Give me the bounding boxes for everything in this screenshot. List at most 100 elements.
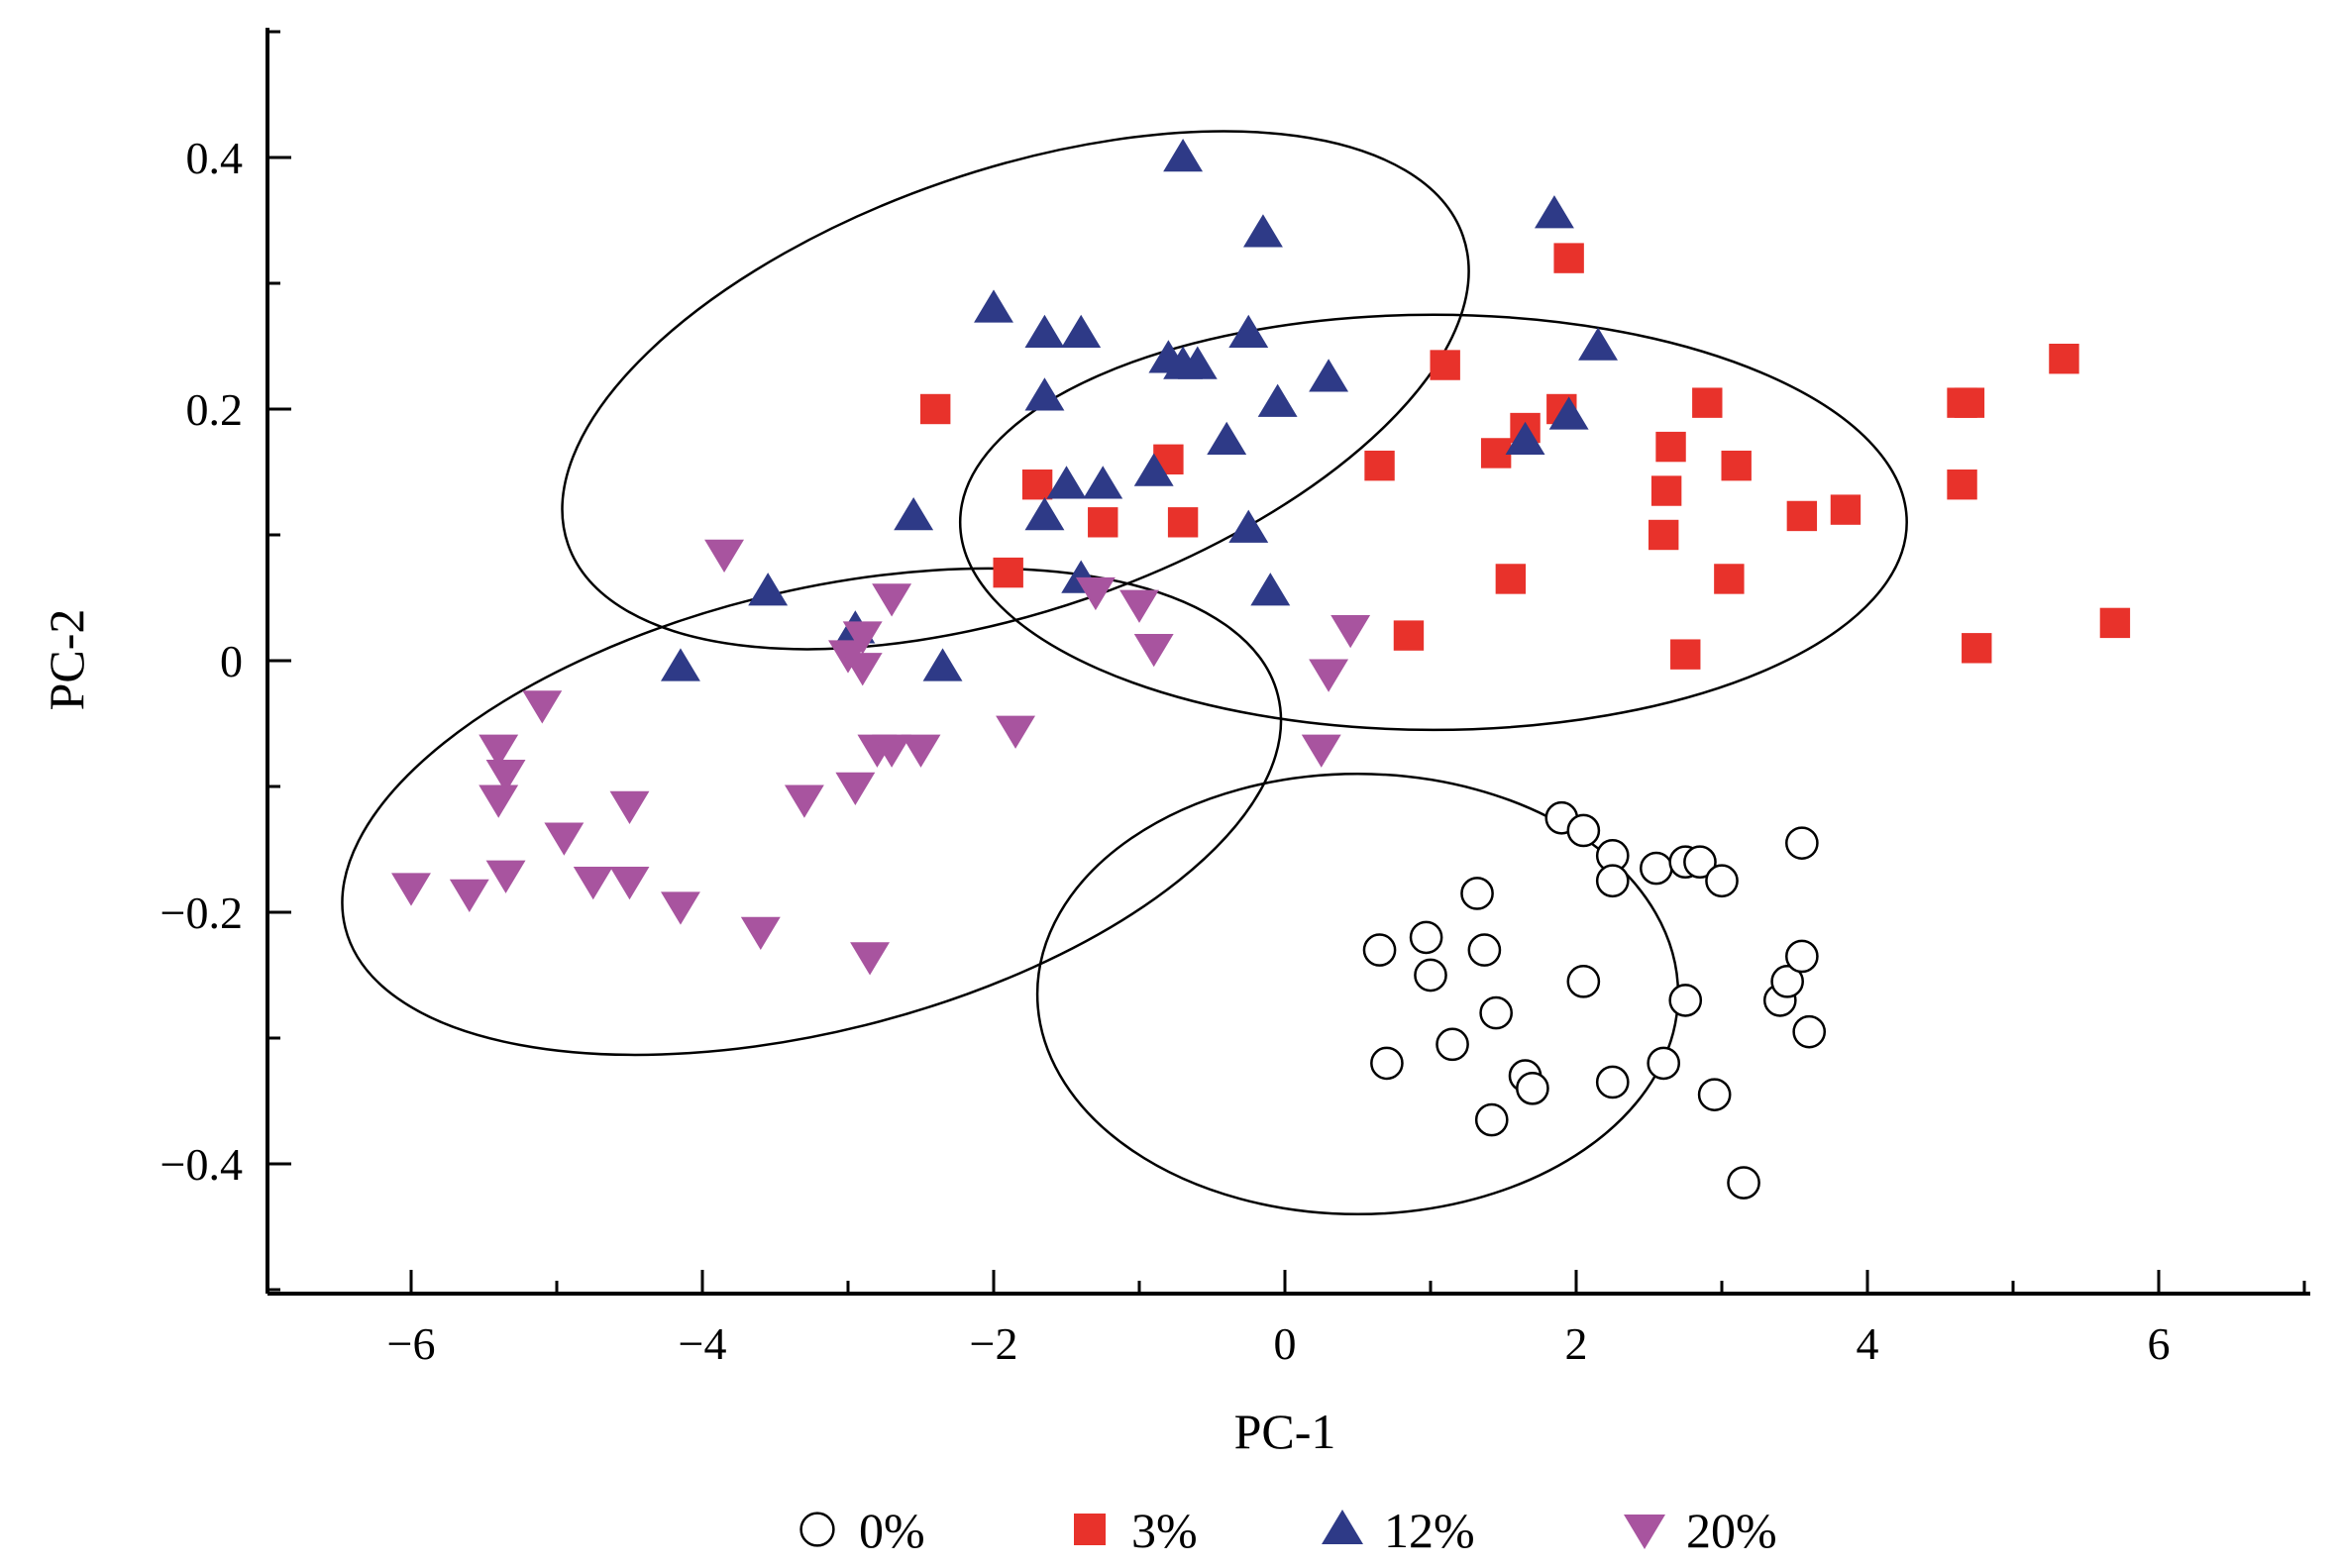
series-1	[920, 243, 2131, 670]
data-point	[872, 734, 912, 768]
legend-entry-0: 0%	[799, 1503, 925, 1558]
data-point	[1364, 450, 1395, 481]
data-point	[894, 496, 934, 531]
data-point	[1954, 387, 1985, 418]
data-point	[1516, 1071, 1549, 1105]
data-point	[1640, 851, 1673, 886]
data-point	[1692, 387, 1723, 418]
data-point	[1177, 346, 1218, 379]
data-point	[993, 557, 1023, 588]
data-point	[842, 653, 883, 686]
legend-entry-1: 3%	[1074, 1503, 1198, 1558]
data-point	[573, 867, 613, 900]
data-point	[1595, 864, 1630, 898]
data-point	[1683, 845, 1717, 880]
data-point	[1024, 496, 1065, 531]
data-point	[2099, 607, 2131, 639]
data-point	[1024, 314, 1065, 349]
legend-marker	[799, 1512, 835, 1547]
data-point	[842, 621, 883, 655]
data-point	[1578, 327, 1618, 361]
x-tick-label: 6	[2148, 1318, 2171, 1369]
data-point	[1409, 920, 1443, 955]
data-point	[1430, 350, 1460, 380]
data-point	[661, 648, 700, 681]
data-point	[1786, 500, 1818, 532]
data-point	[1721, 450, 1752, 481]
data-point	[1714, 564, 1745, 594]
x-axis-title: PC-1	[1234, 1404, 1336, 1459]
data-point	[1414, 958, 1447, 993]
data-point	[1083, 466, 1123, 499]
y-tick-label: 0	[220, 636, 243, 686]
data-point	[1362, 933, 1397, 967]
data-point	[740, 916, 781, 951]
data-point	[901, 734, 941, 768]
data-point	[1088, 507, 1118, 538]
data-point	[1061, 314, 1102, 349]
legend-marker	[1322, 1510, 1363, 1544]
y-tick-label: −0.4	[160, 1139, 243, 1190]
data-point	[485, 760, 526, 793]
data-point	[661, 891, 700, 925]
series-3	[391, 539, 1371, 976]
data-point	[1133, 453, 1174, 486]
data-point	[850, 942, 890, 976]
x-tick-label: −2	[970, 1318, 1018, 1369]
ticks: −6 −4 −2 0 2 4 6 −0.4 −0.2 0 0.2 0.4	[160, 30, 2306, 1369]
data-point	[1649, 519, 1679, 551]
x-tick-label: 0	[1274, 1318, 1297, 1369]
legend-label: 20%	[1686, 1503, 1777, 1558]
data-point	[1301, 734, 1341, 768]
data-point	[1566, 965, 1601, 998]
data-point	[1228, 314, 1269, 349]
data-point	[1119, 589, 1159, 623]
data-point	[1167, 507, 1199, 538]
data-point	[1460, 877, 1494, 910]
data-point	[449, 879, 489, 912]
x-tick-label: −6	[387, 1318, 436, 1369]
data-point	[1393, 620, 1425, 651]
data-point	[1046, 466, 1087, 499]
legend-entry-2: 12%	[1322, 1503, 1475, 1558]
data-point	[1330, 615, 1371, 649]
data-point	[1548, 396, 1589, 430]
data-point	[1474, 1102, 1509, 1137]
legend-marker	[1624, 1515, 1665, 1549]
series-0	[1362, 800, 1827, 1200]
data-point	[1962, 633, 1992, 664]
data-point	[920, 393, 951, 425]
data-point	[1495, 564, 1527, 594]
data-point	[1370, 1046, 1404, 1081]
x-tick-label: −4	[679, 1318, 727, 1369]
data-point	[609, 867, 650, 900]
data-point	[1207, 421, 1247, 455]
data-point	[1535, 195, 1574, 229]
data-point	[1479, 995, 1513, 1030]
legend-label: 3%	[1131, 1503, 1198, 1558]
series-2	[661, 139, 1618, 681]
data-point	[784, 784, 824, 818]
data-point	[1553, 243, 1584, 273]
data-point	[1436, 1027, 1469, 1062]
data-point	[1467, 933, 1502, 967]
legend-marker	[1074, 1514, 1106, 1545]
data-point	[391, 873, 431, 906]
data-point	[2049, 344, 2079, 374]
confidence-ellipses	[341, 130, 1908, 1216]
data-point	[1309, 659, 1349, 692]
data-point	[1727, 1166, 1760, 1200]
data-point	[974, 289, 1013, 323]
data-point	[1785, 939, 1819, 974]
data-point	[1566, 813, 1601, 848]
data-point	[704, 539, 744, 574]
legend-label: 0%	[859, 1503, 925, 1558]
data-point	[1024, 377, 1065, 411]
data-point	[1655, 431, 1686, 463]
data-point	[1670, 639, 1701, 670]
data-point	[1133, 634, 1174, 668]
data-point	[1785, 826, 1819, 860]
y-tick-label: 0.2	[186, 384, 244, 435]
data-point	[748, 573, 789, 606]
